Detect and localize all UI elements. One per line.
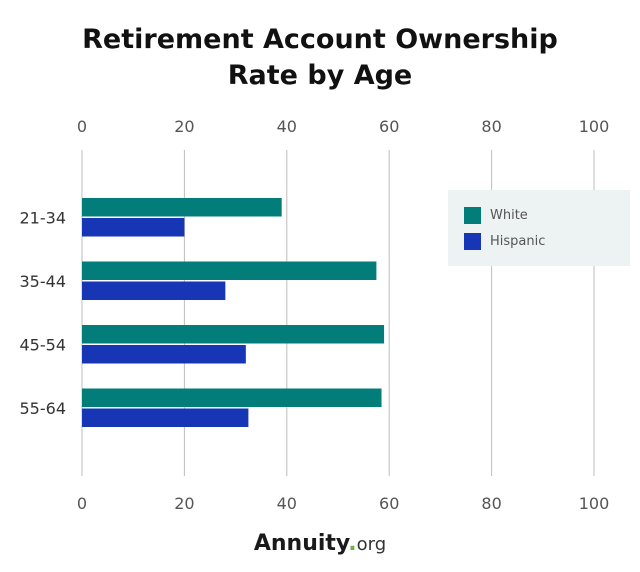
x-tick-label-bottom: 80 [481,494,501,513]
x-tick-label-bottom: 20 [174,494,194,513]
category-label: 35-44 [20,272,67,291]
bar-white-21-34 [82,198,282,217]
x-tick-label-top: 80 [481,117,501,136]
bar-white-35-44 [82,261,377,280]
bar-hispanic-35-44 [82,281,226,300]
bar-hispanic-21-34 [82,218,185,237]
brand-logo: Annuity.org [0,531,640,556]
top-axis-ticks: 0 20 40 60 80 100 [77,117,609,136]
x-tick-label-top: 20 [174,117,194,136]
legend: White Hispanic [448,190,630,266]
legend-item-white: White [464,206,528,224]
x-tick-label-top: 100 [579,117,610,136]
brand-name: Annuity [253,531,349,556]
x-tick-label-bottom: 40 [277,494,297,513]
brand-tld: org [356,534,387,555]
chart-title: Retirement Account Ownership Rate by Age [0,22,640,94]
x-tick-label-bottom: 0 [77,494,87,513]
bar-white-55-64 [82,388,382,407]
legend-label-white: White [490,207,528,223]
bar-white-45-54 [82,325,385,344]
x-tick-label-bottom: 60 [379,494,399,513]
category-labels: 21-34 35-44 45-54 55-64 [20,208,67,418]
legend-item-hispanic: Hispanic [464,232,545,250]
category-label: 45-54 [20,335,67,354]
legend-swatch-white [464,206,481,224]
x-tick-label-top: 60 [379,117,399,136]
bar-hispanic-55-64 [82,408,249,427]
bottom-axis-ticks: 0 20 40 60 80 100 [77,494,609,513]
legend-swatch-hispanic [464,232,481,250]
x-tick-label-bottom: 100 [579,494,610,513]
chart-title-line-2: Rate by Age [227,60,413,91]
bars [82,198,385,427]
brand-dot: . [348,531,357,556]
bar-hispanic-45-54 [82,345,246,364]
x-tick-label-top: 0 [77,117,87,136]
legend-label-hispanic: Hispanic [490,233,546,249]
category-label: 55-64 [20,399,67,418]
chart-title-line-1: Retirement Account Ownership [82,24,558,55]
category-label: 21-34 [20,208,67,227]
x-tick-label-top: 40 [277,117,297,136]
